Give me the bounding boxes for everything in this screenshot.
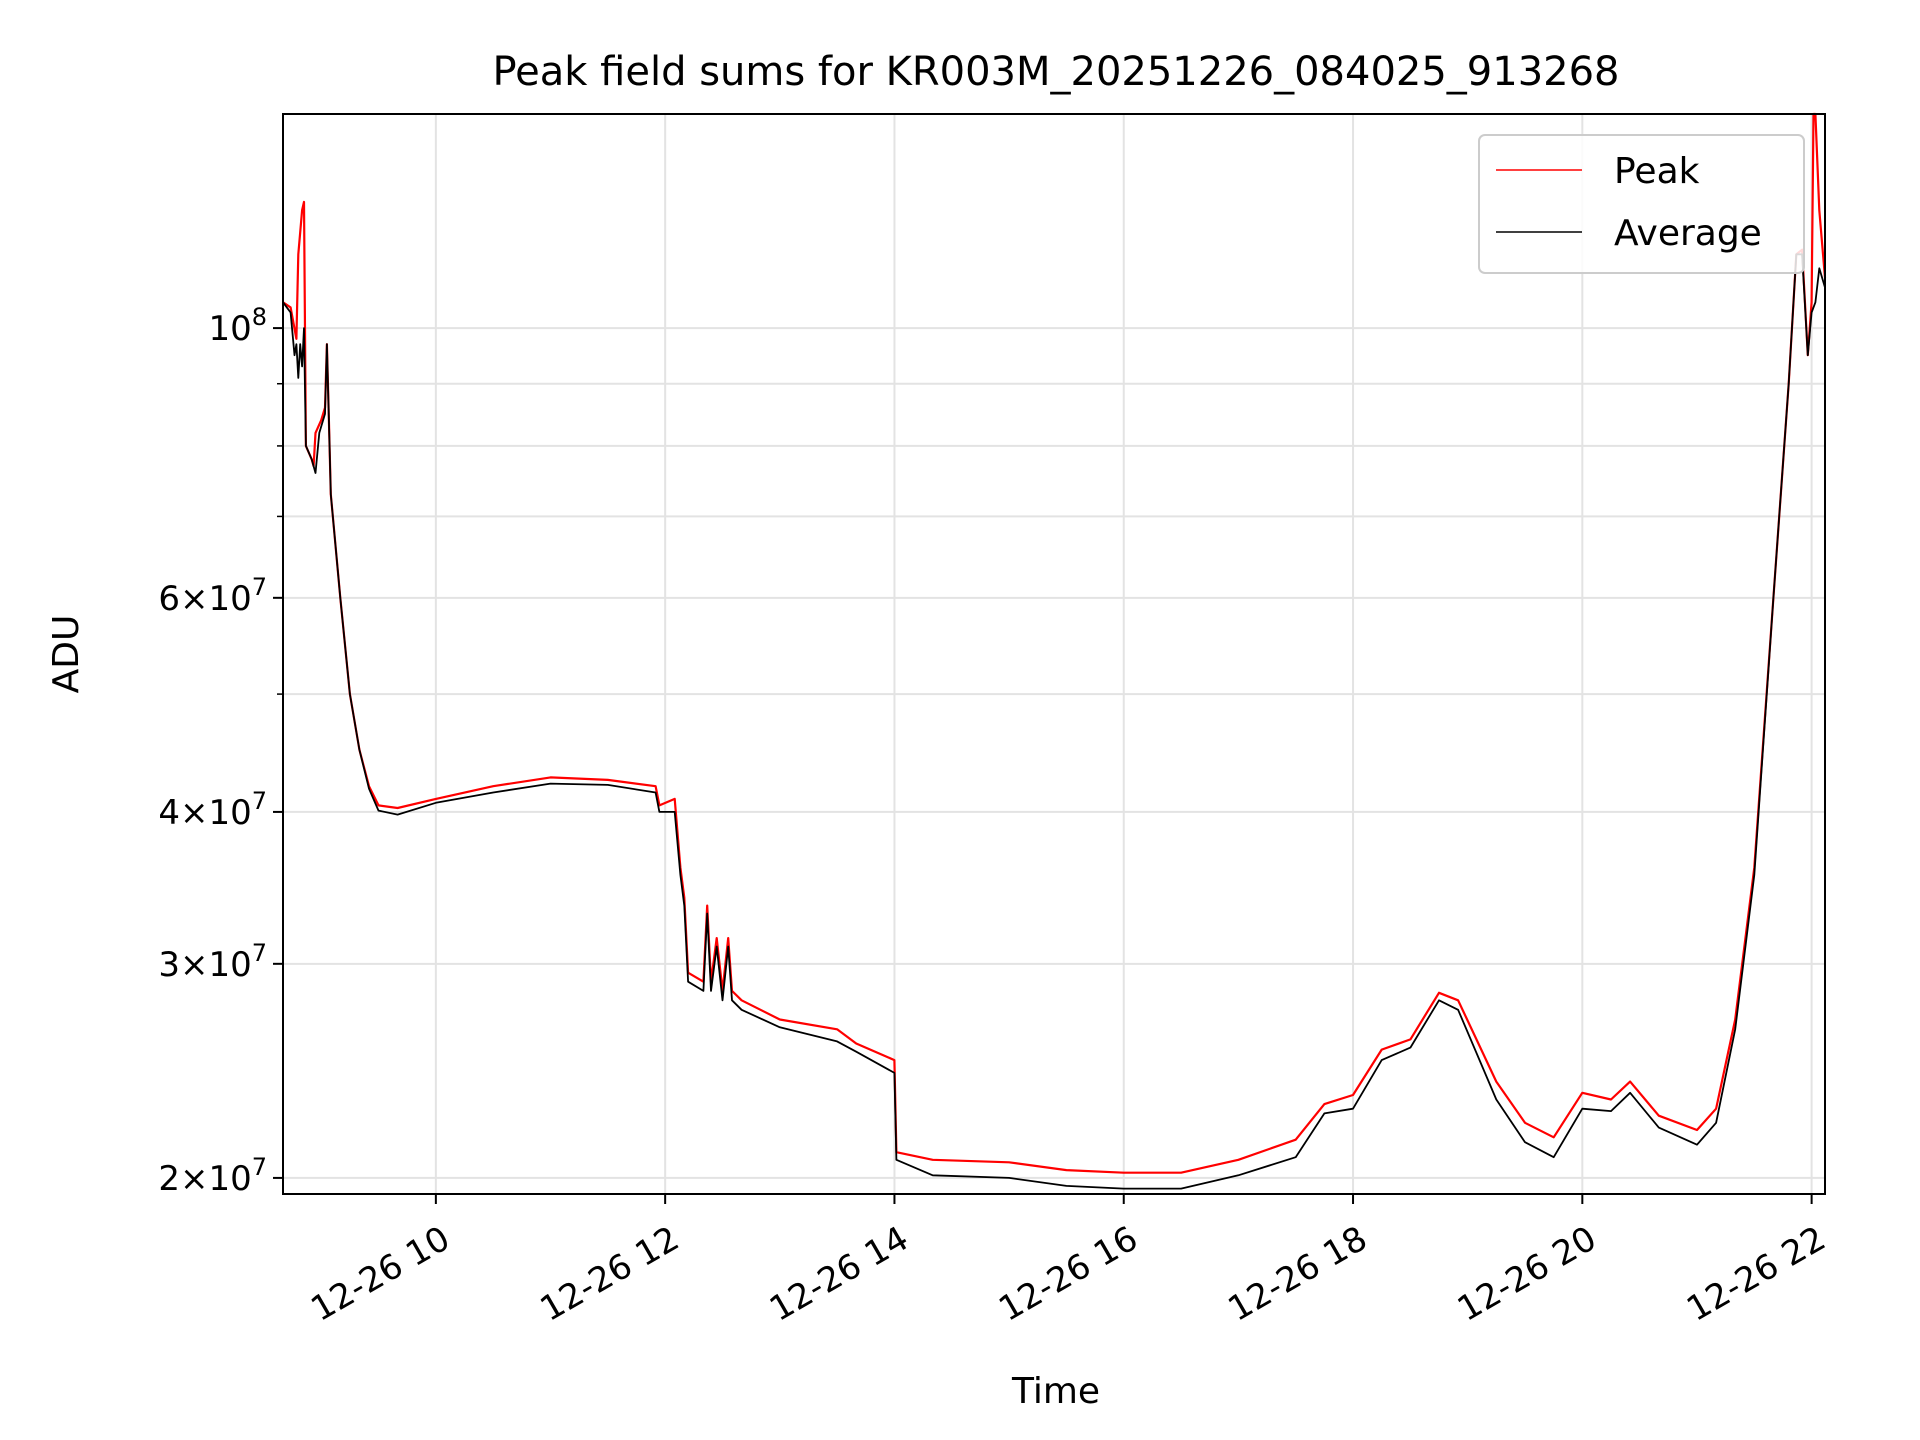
y-tick-base: 3×10 — [158, 945, 251, 985]
legend-peak-label: Peak — [1614, 151, 1700, 192]
legend-average-label: Average — [1614, 213, 1762, 254]
y-tick-base: 10 — [208, 309, 251, 349]
y-tick-label: 3×107 — [158, 939, 267, 985]
x-axis-label: Time — [1011, 1371, 1100, 1412]
y-tick-label: 6×107 — [158, 573, 267, 619]
chart-title: Peak field sums for KR003M_20251226_0840… — [492, 49, 1619, 95]
legend: Peak Average — [1478, 134, 1805, 274]
series-layer — [282, 112, 1827, 1190]
series-line-average — [282, 253, 1826, 1190]
y-tick-label: 4×107 — [158, 787, 267, 833]
y-tick-base: 6×10 — [158, 579, 251, 619]
y-tick-exponent: 7 — [252, 787, 267, 815]
y-tick-exponent: 7 — [252, 939, 267, 967]
y-tick-base: 2×10 — [158, 1159, 251, 1199]
grid-layer — [283, 114, 1825, 1194]
y-tick-base: 4×10 — [158, 793, 251, 833]
y-axis-label: ADU — [46, 615, 87, 694]
y-tick-label: 2×107 — [158, 1153, 267, 1199]
y-tick-exponent: 7 — [252, 1153, 267, 1181]
y-tick-label: 108 — [208, 303, 267, 349]
y-tick-exponent: 8 — [252, 303, 267, 331]
plot-frame — [282, 113, 1826, 1195]
y-tick-exponent: 7 — [252, 573, 267, 601]
